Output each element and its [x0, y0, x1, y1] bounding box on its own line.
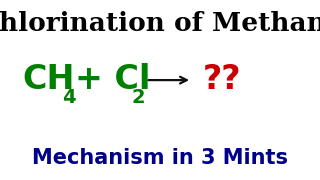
Text: ??: ?? [203, 63, 242, 96]
Text: 4: 4 [62, 88, 76, 107]
Text: 2: 2 [131, 88, 145, 107]
Text: + Cl: + Cl [75, 63, 151, 96]
Text: Chlorination of Methane: Chlorination of Methane [0, 11, 320, 36]
Text: CH: CH [22, 63, 75, 96]
Text: Mechanism in 3 Mints: Mechanism in 3 Mints [32, 148, 288, 168]
